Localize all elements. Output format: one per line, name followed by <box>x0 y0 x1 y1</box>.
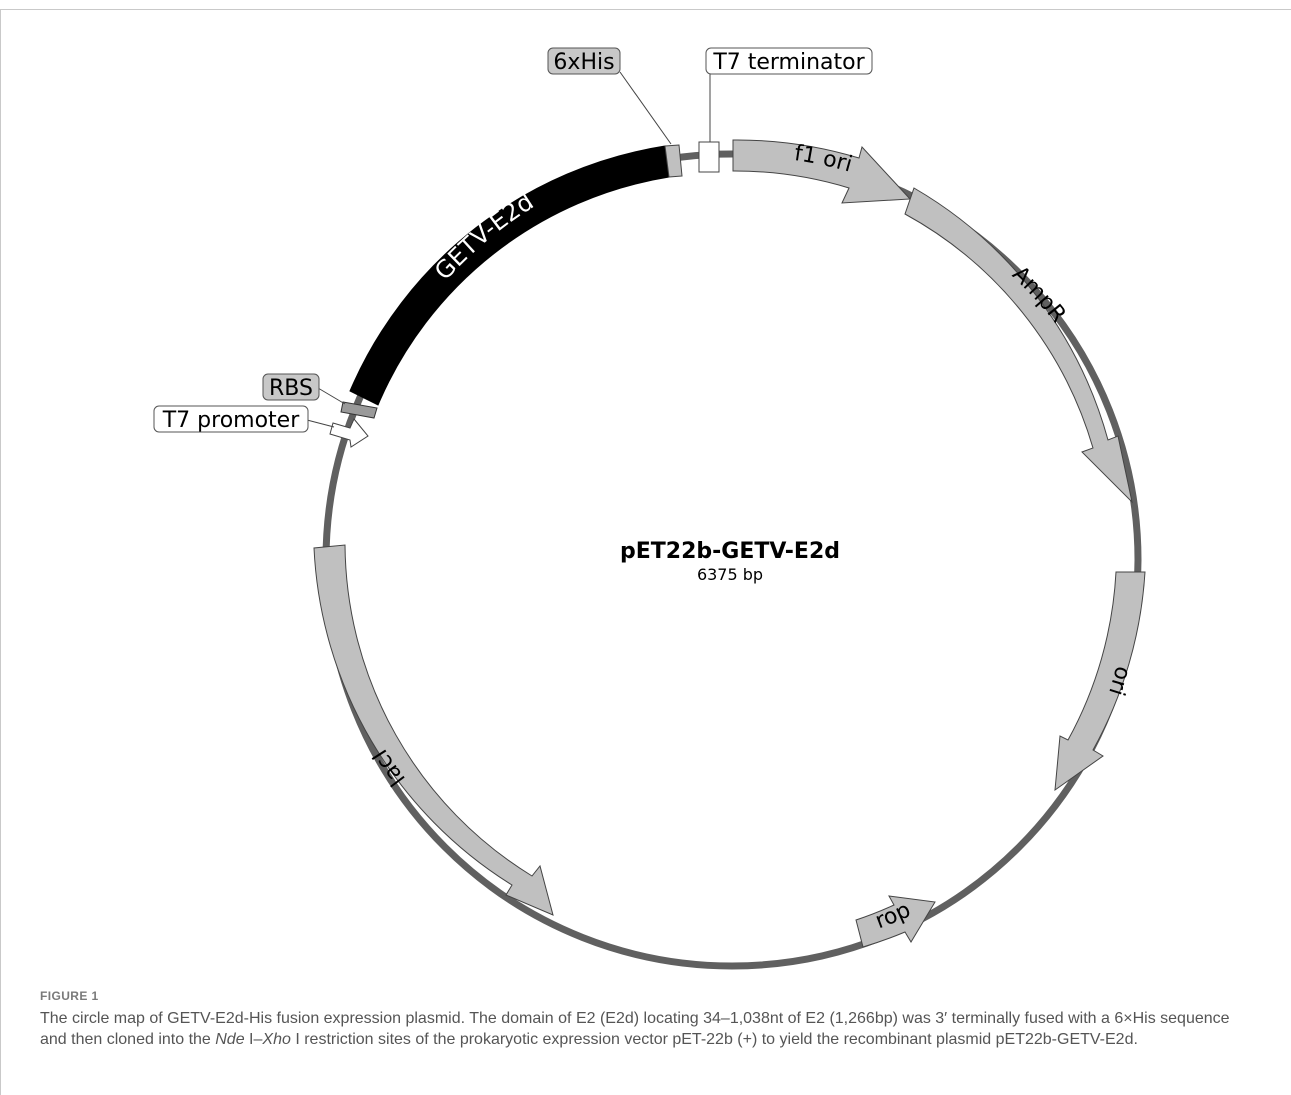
t7-promoter-callout-box <box>153 405 309 433</box>
six-his-callout-label: 6xHis <box>553 50 614 75</box>
six-his-leader <box>619 71 672 145</box>
plasmid-size: 6375 bp <box>697 565 763 584</box>
t7-terminator-callout-box <box>705 47 873 75</box>
caption-enzyme-xho: Xho <box>262 1031 291 1048</box>
figure-label: FIGURE 1 <box>40 989 99 1003</box>
ampr-feature <box>904 187 1133 504</box>
t7-promoter-feature <box>329 418 369 448</box>
laci-feature <box>313 544 554 916</box>
plasmid-name: pET22b-GETV-E2d <box>620 539 840 564</box>
getv-e2d-feature <box>349 145 670 406</box>
caption-part-1: The circle map of GETV-E2d-His fusion ex… <box>40 1010 1230 1048</box>
six-his-feature <box>664 144 683 178</box>
ori-feature <box>1054 571 1146 792</box>
figure-caption: The circle map of GETV-E2d-His fusion ex… <box>40 1008 1260 1050</box>
rbs-feature <box>340 401 378 419</box>
caption-enzyme-nde: Nde <box>215 1031 245 1048</box>
caption-part-2: I– <box>244 1031 263 1048</box>
rbs-leader <box>317 387 346 405</box>
f1-ori-feature <box>732 139 912 204</box>
getv-e2d-label: GETV-E2d <box>429 187 538 285</box>
t7-terminator-feature <box>698 141 720 173</box>
rbs-callout-label: RBS <box>269 376 313 401</box>
figure-frame-top <box>0 9 1291 10</box>
caption-part-3: I restriction sites of the prokaryotic e… <box>290 1031 1138 1048</box>
rop-feature <box>855 895 936 948</box>
t7-terminator-callout-label: T7 terminator <box>712 50 865 75</box>
t7-promoter-leader <box>306 419 335 428</box>
rbs-callout-box <box>262 373 320 401</box>
figure-frame-left <box>0 9 1 1095</box>
plasmid-map: GETV-E2d f1 ori AmpR ori rop lacI 6xHis … <box>153 47 1146 970</box>
six-his-callout-box <box>547 47 621 75</box>
t7-promoter-callout-label: T7 promoter <box>162 408 300 433</box>
